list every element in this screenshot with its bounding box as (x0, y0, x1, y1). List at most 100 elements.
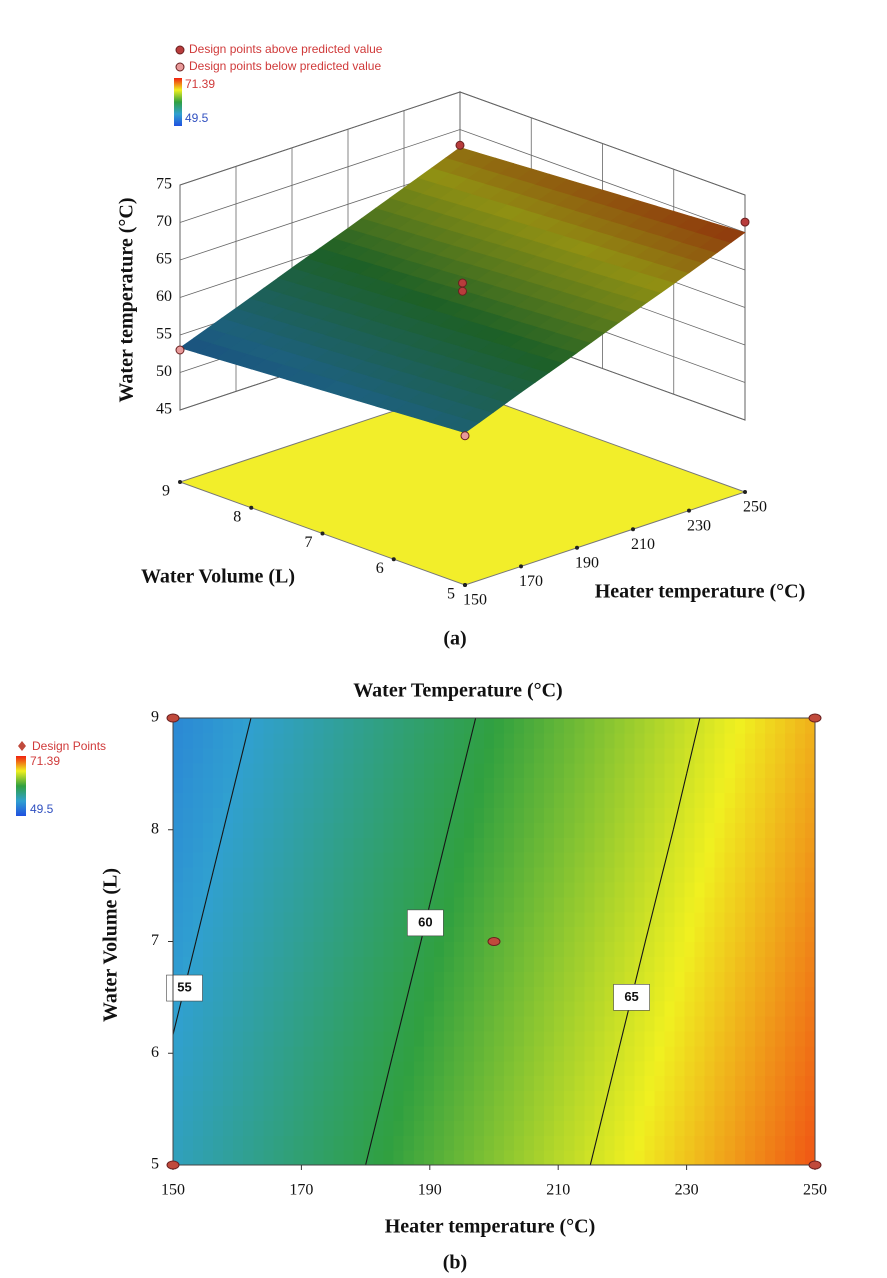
color-field (654, 1060, 666, 1077)
color-field (704, 1150, 716, 1166)
color-field (283, 1150, 294, 1166)
color-field (794, 747, 806, 764)
color-field (223, 867, 234, 883)
color-field (494, 881, 505, 898)
color-field (534, 747, 545, 764)
color-field (584, 852, 595, 868)
color-field (363, 1001, 375, 1017)
color-field (273, 852, 284, 868)
color-field (443, 1016, 455, 1032)
color-field (483, 1120, 495, 1136)
color-field (724, 896, 736, 913)
color-field (734, 747, 746, 764)
color-field (744, 1090, 756, 1106)
color-field (383, 986, 395, 1002)
color-field (243, 867, 254, 883)
color-field (333, 971, 345, 987)
color-field (694, 1030, 706, 1047)
color-field (483, 926, 495, 943)
color-field (674, 1001, 686, 1017)
color-field (804, 1090, 816, 1106)
color-field (664, 1060, 676, 1077)
color-field (534, 792, 545, 808)
color-field (183, 1030, 194, 1047)
color-field (784, 971, 796, 987)
color-field (524, 941, 535, 957)
color-field (323, 1030, 335, 1047)
color-field (363, 1105, 375, 1121)
color-field (253, 1105, 264, 1121)
color-field (213, 777, 224, 794)
color-field (263, 1150, 274, 1166)
color-field (423, 1090, 435, 1106)
color-field (483, 1001, 495, 1017)
color-field (393, 941, 405, 957)
color-field (373, 822, 385, 838)
color-field (233, 941, 244, 957)
color-field (604, 986, 615, 1002)
color-field (544, 718, 555, 734)
color-field (704, 896, 716, 913)
color-field (363, 896, 375, 913)
color-field (804, 911, 816, 928)
color-field (393, 1030, 405, 1047)
color-field (534, 1045, 545, 1062)
z-tick-label: 50 (156, 363, 172, 380)
color-field (734, 956, 746, 972)
color-field (604, 1150, 615, 1166)
color-field (804, 822, 816, 838)
color-field (584, 956, 595, 972)
color-field (784, 747, 796, 764)
color-field (714, 1001, 726, 1017)
color-field (644, 926, 656, 943)
color-field (804, 1135, 816, 1151)
color-field (373, 867, 385, 883)
color-field (804, 852, 816, 868)
color-field (483, 1045, 495, 1062)
color-field (423, 1045, 435, 1062)
color-field (443, 852, 455, 868)
color-field (684, 1060, 696, 1077)
color-field (333, 1090, 345, 1106)
color-field (674, 1105, 686, 1121)
color-field (564, 822, 575, 838)
color-field (784, 1060, 796, 1077)
design-point (175, 345, 185, 355)
color-field (694, 1045, 706, 1062)
color-field (363, 1075, 375, 1092)
caption: (b) (443, 1252, 467, 1274)
contour-line (686, 717, 701, 775)
color-field (203, 1030, 214, 1047)
color-field (764, 956, 776, 972)
color-field (764, 1090, 776, 1106)
color-field (293, 1135, 305, 1151)
color-field (534, 822, 545, 838)
color-field (684, 1030, 696, 1047)
color-field (303, 896, 315, 913)
color-field (423, 718, 435, 734)
color-field (684, 792, 696, 808)
color-field (574, 896, 585, 913)
color-field (644, 896, 656, 913)
color-field (343, 1030, 355, 1047)
color-field (403, 822, 415, 838)
color-field (263, 852, 274, 868)
color-field (534, 1075, 545, 1092)
color-field (514, 1150, 525, 1166)
color-field (173, 1150, 184, 1166)
color-field (774, 718, 786, 734)
color-field (353, 1090, 365, 1106)
color-field (483, 1016, 495, 1032)
color-field (263, 807, 274, 823)
color-field (463, 1030, 475, 1047)
color-field (504, 747, 515, 764)
color-field (704, 718, 716, 734)
color-field (504, 807, 515, 823)
color-field (554, 896, 565, 913)
color-field (393, 971, 405, 987)
color-field (674, 867, 686, 883)
color-field (363, 732, 375, 749)
color-field (413, 807, 425, 823)
color-field (784, 926, 796, 943)
color-field (564, 926, 575, 943)
